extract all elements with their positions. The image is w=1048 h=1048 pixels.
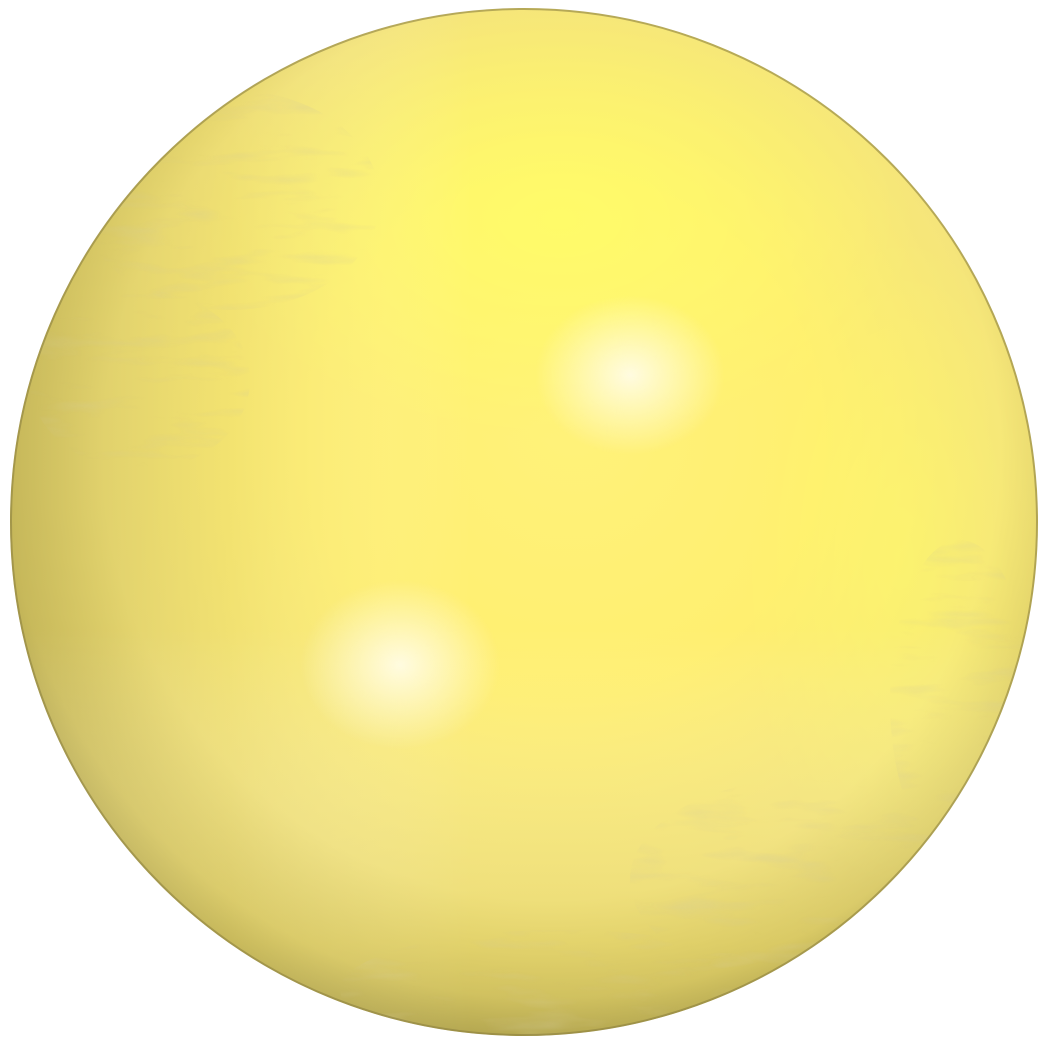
sphere-rim (10, 8, 1038, 1036)
specular-highlight-upper (535, 295, 725, 455)
specular-highlight-lower (300, 580, 500, 750)
